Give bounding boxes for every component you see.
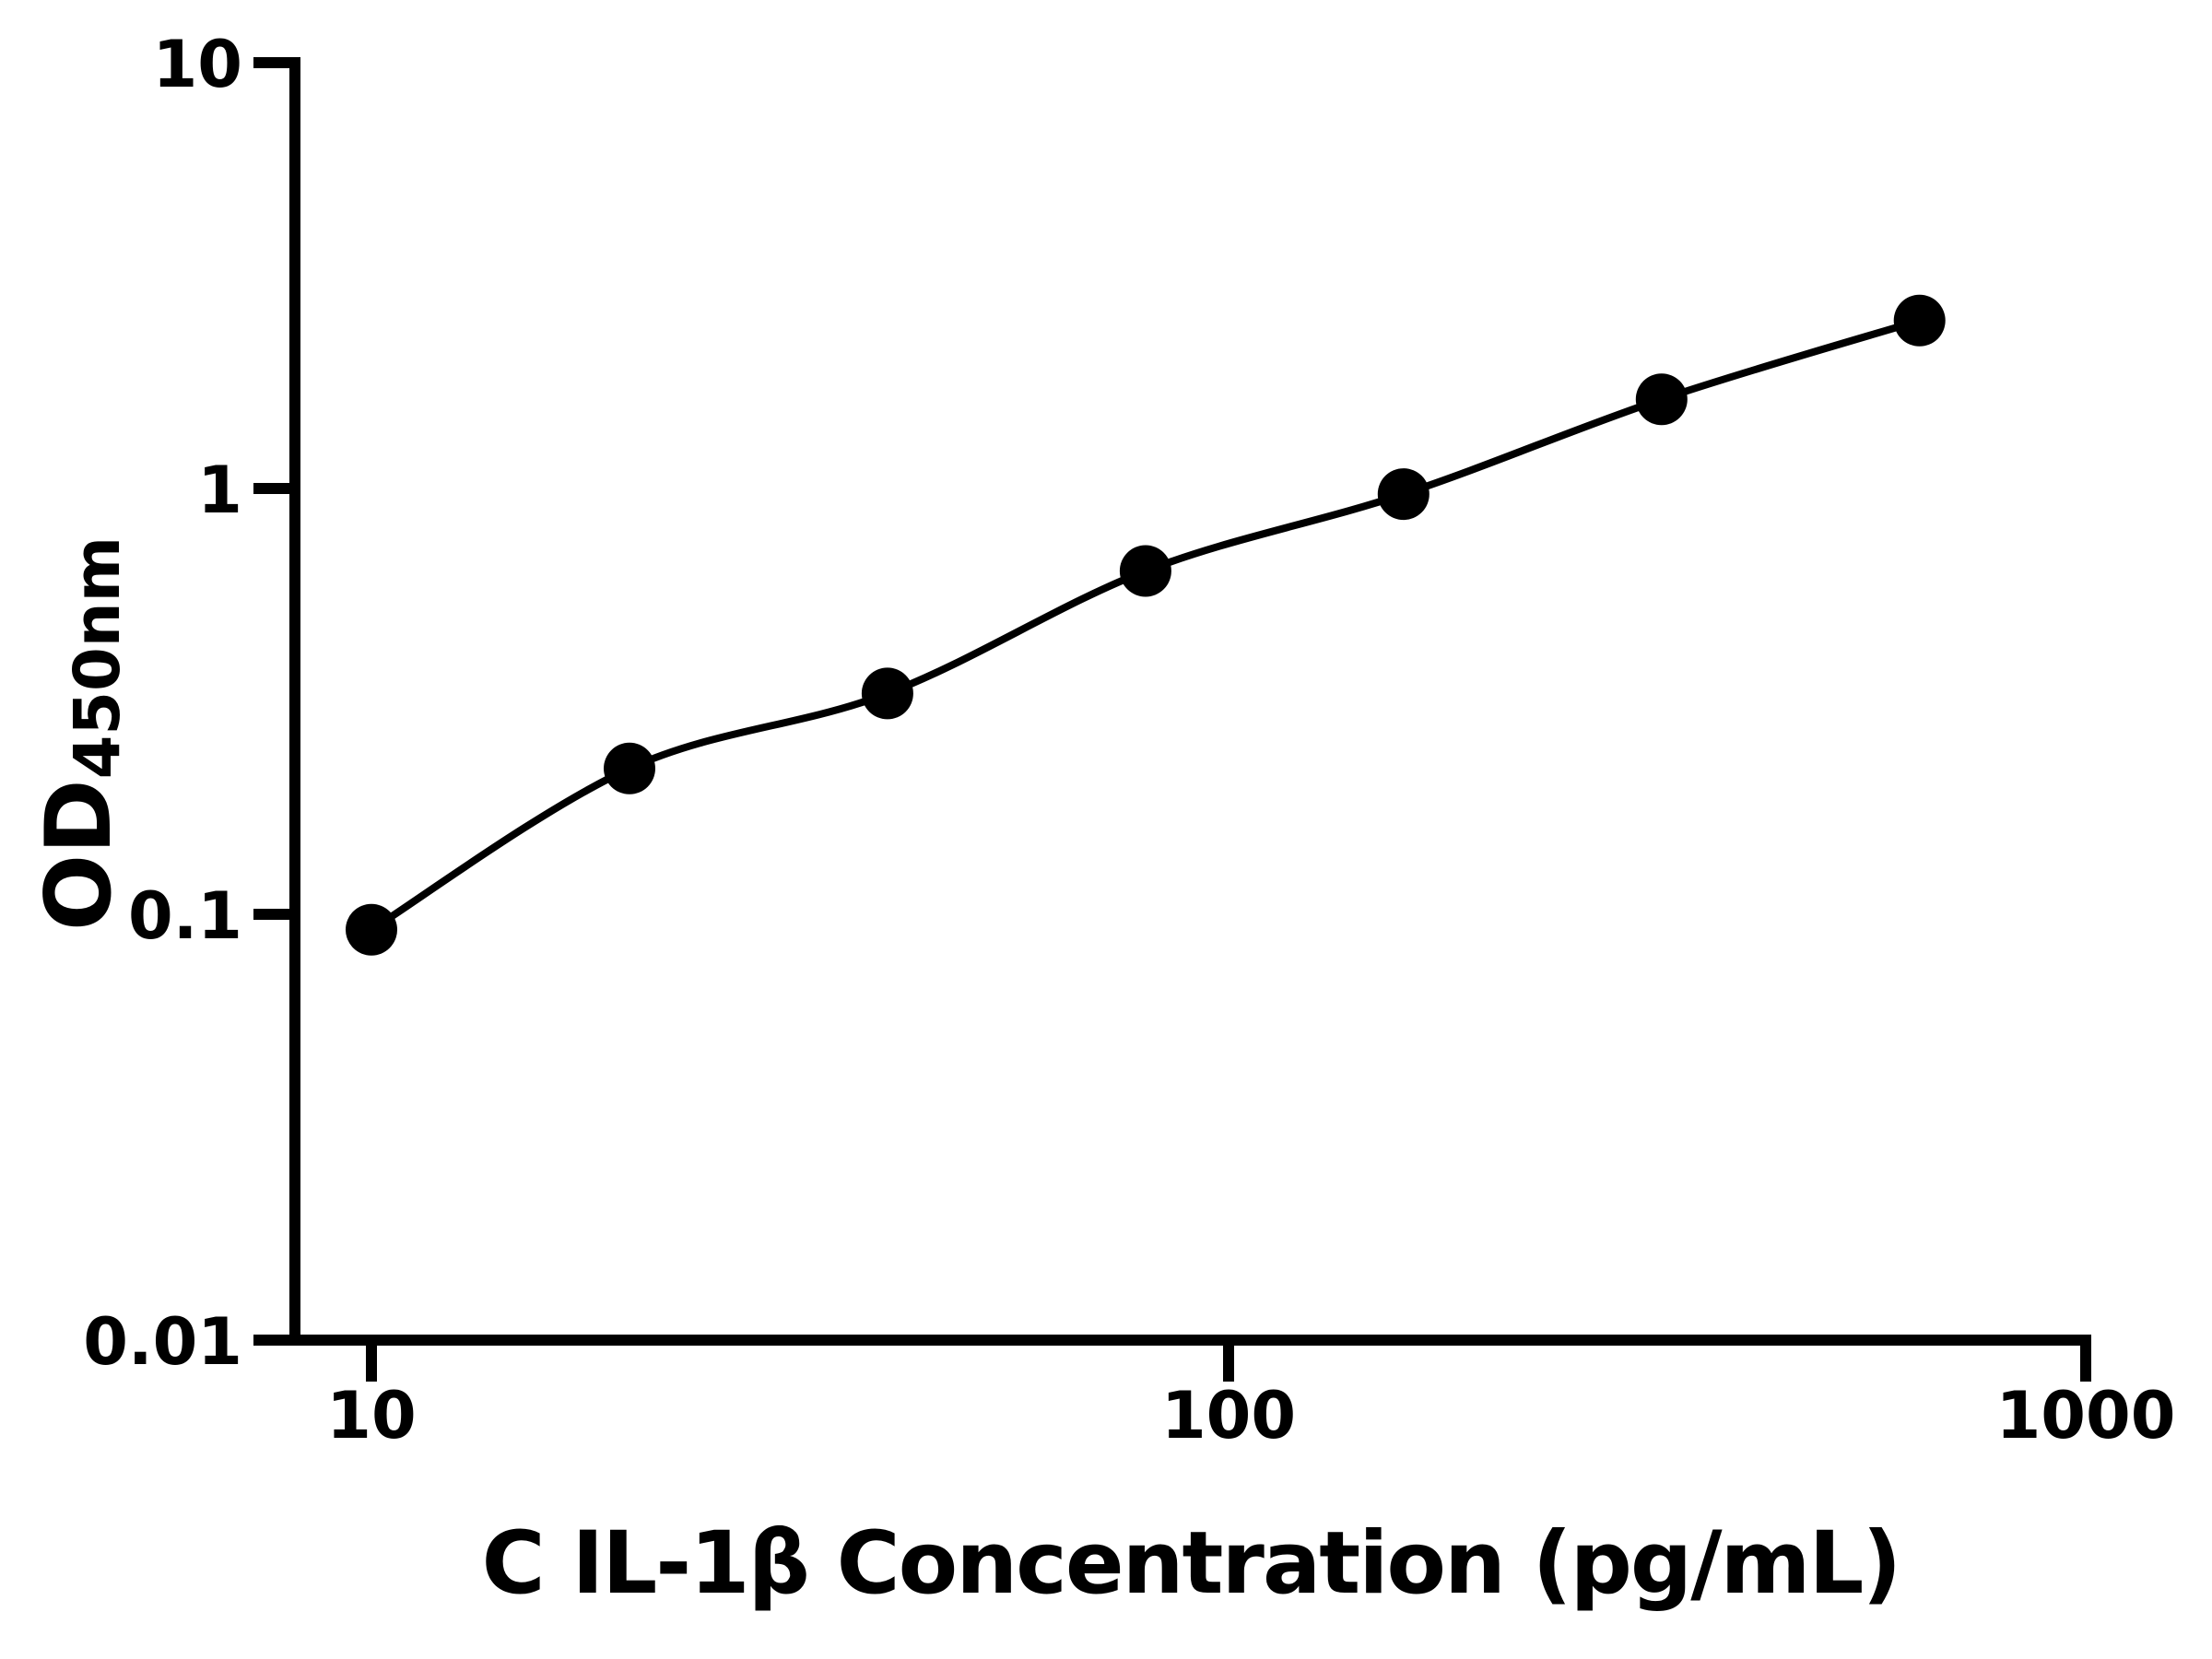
data-point [1893,294,1946,347]
data-point [604,742,655,794]
y-axis-title: OD450nm [27,536,135,931]
x-tick-label: 100 [1161,1378,1296,1453]
data-point [1119,545,1171,597]
y-tick-label: 1 [197,453,242,528]
standard-curve-line [368,316,1924,934]
data-point [1377,468,1430,521]
x-tick-label: 10 [326,1378,416,1453]
y-tick-label: 10 [153,27,242,102]
y-axis-title-main: OD [27,779,132,932]
y-tick-label: 0.01 [83,1304,242,1380]
data-point [1635,373,1688,426]
data-point [346,903,397,956]
x-tick-label: 1000 [1996,1378,2176,1453]
x-axis-title: C IL-1β Concentration (pg/mL) [481,1513,1902,1614]
y-axis-title-subscript: 450nm [60,535,135,780]
data-point [861,667,913,720]
y-tick-label: 0.1 [128,878,242,954]
